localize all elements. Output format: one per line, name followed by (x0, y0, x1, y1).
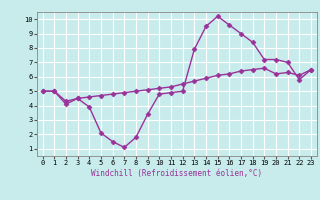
X-axis label: Windchill (Refroidissement éolien,°C): Windchill (Refroidissement éolien,°C) (91, 169, 262, 178)
